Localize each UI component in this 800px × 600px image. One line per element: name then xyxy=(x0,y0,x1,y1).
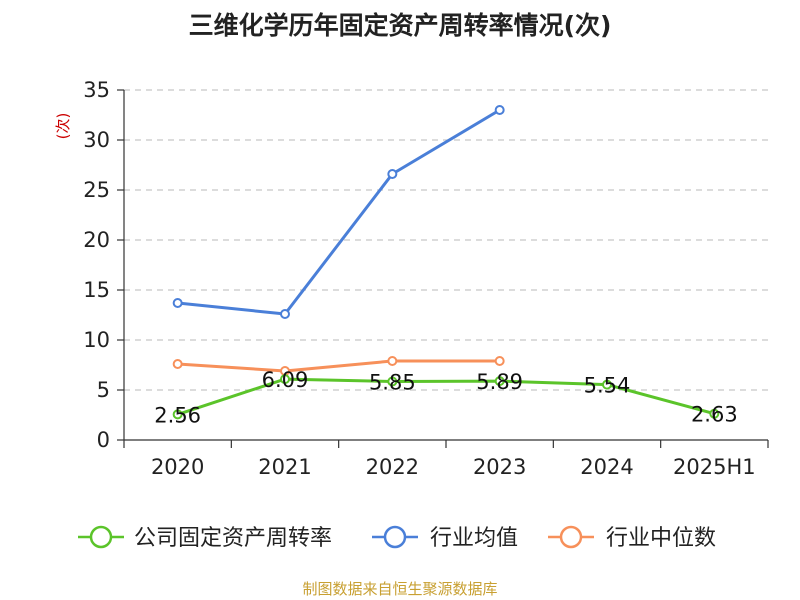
chart-title: 三维化学历年固定资产周转率情况(次) xyxy=(188,11,612,40)
legend-marker xyxy=(89,525,113,549)
series-line xyxy=(177,359,500,373)
data-point xyxy=(387,376,398,387)
data-point xyxy=(602,379,612,390)
data-labels: 2.56 6.09 5.85 5.89 5.54 2.63 xyxy=(154,368,737,427)
data-point xyxy=(387,169,398,179)
x-tick-label: 2025H1 xyxy=(673,455,756,479)
data-point xyxy=(280,374,290,385)
y-tick-label: 10 xyxy=(83,328,110,352)
legend-item[interactable]: 公司固定资产周转率 xyxy=(78,525,332,551)
data-point xyxy=(387,356,398,366)
x-tick-label: 2024 xyxy=(580,455,633,479)
legend-item[interactable]: 行业均值 xyxy=(372,525,518,551)
data-point xyxy=(280,309,290,319)
y-tick-label: 35 xyxy=(83,78,110,102)
gridlines xyxy=(124,89,768,391)
data-label: 2.56 xyxy=(154,403,201,427)
y-tick-label: 30 xyxy=(83,128,110,152)
data-label: 5.89 xyxy=(476,370,523,394)
series-line xyxy=(177,108,501,316)
x-tick-label: 2020 xyxy=(151,455,204,479)
data-point xyxy=(172,298,183,308)
y-tick-label: 20 xyxy=(83,228,110,252)
data-point xyxy=(494,105,505,115)
y-tick-label: 0 xyxy=(97,428,110,452)
data-point xyxy=(172,409,183,420)
series xyxy=(172,105,720,420)
data-label: 5.54 xyxy=(584,374,631,398)
legend-label: 行业中位数 xyxy=(606,526,716,551)
y-tick-label: 25 xyxy=(83,178,110,202)
legend-label: 行业均值 xyxy=(430,526,518,551)
x-tick-label: 2023 xyxy=(473,455,526,479)
legend-marker xyxy=(383,525,407,549)
data-label: 6.09 xyxy=(262,368,309,392)
legend-marker xyxy=(559,525,583,549)
data-point xyxy=(494,376,505,387)
data-point xyxy=(709,408,720,419)
data-label: 2.63 xyxy=(691,403,738,427)
x-tick-label: 2021 xyxy=(258,455,311,479)
legend-label: 公司固定资产周转率 xyxy=(134,526,332,551)
y-axis-label: (次) xyxy=(54,113,72,140)
source-note: 制图数据来自恒生聚源数据库 xyxy=(302,580,498,598)
data-label: 5.85 xyxy=(369,371,416,395)
axes: 0 5 10 15 20 25 30 35 (次) 2020 2021 2022 2023 2024 202… xyxy=(54,78,769,479)
series-line xyxy=(177,377,715,416)
legend[interactable]: 公司固定资产周转率 行业均值 行业中位数 xyxy=(78,525,716,551)
x-tick-label: 2022 xyxy=(366,455,419,479)
data-point xyxy=(494,356,505,366)
data-point xyxy=(172,359,183,369)
legend-item[interactable]: 行业中位数 xyxy=(548,525,716,551)
y-tick-label: 15 xyxy=(83,278,110,302)
y-tick-label: 5 xyxy=(97,378,110,402)
